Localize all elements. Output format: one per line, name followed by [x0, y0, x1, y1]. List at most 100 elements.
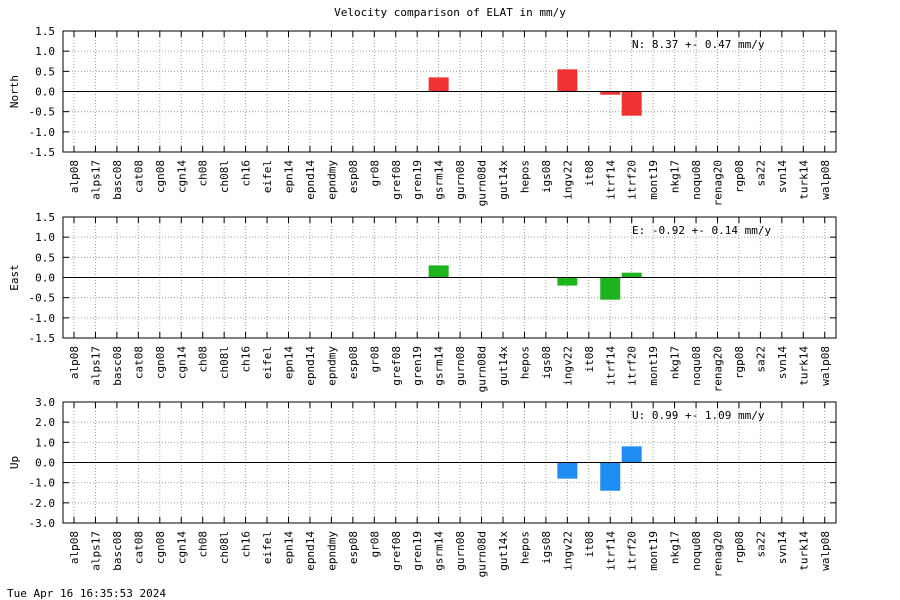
x-tick-label: epn14 — [283, 531, 296, 564]
up-plot-frame — [62, 401, 837, 524]
x-tick-label: alps17 — [89, 160, 102, 200]
x-tick-label: noqu08 — [690, 160, 703, 200]
x-tick-label: gr08 — [368, 531, 381, 558]
x-tick-label: alps17 — [89, 531, 102, 571]
x-tick-label: cgn08 — [154, 346, 167, 379]
y-tick-label: -1.5 — [29, 332, 56, 345]
y-tick-label: -1.0 — [29, 477, 56, 490]
x-tick-label: itrf20 — [626, 160, 639, 200]
north-bar-ingv22 — [557, 69, 578, 92]
x-tick-label: ingv22 — [561, 346, 574, 386]
x-tick-label: gr08 — [368, 160, 381, 187]
x-tick-label: igs08 — [540, 160, 553, 193]
x-tick-label: cgn08 — [154, 531, 167, 564]
north-bar-itrf14 — [600, 91, 621, 95]
east-bar-itrf14 — [600, 277, 621, 300]
x-tick-label: gurn08d — [476, 346, 489, 392]
x-tick-label: itrf20 — [626, 531, 639, 571]
x-tick-label: gurn08d — [476, 531, 489, 577]
x-tick-label: gren19 — [411, 531, 424, 571]
x-tick-label: epnd14 — [304, 531, 317, 571]
east-axis-label: East — [8, 264, 21, 291]
north-plot-frame — [62, 30, 837, 153]
x-tick-label: ch16 — [240, 531, 253, 558]
x-tick-label: ch08 — [197, 160, 210, 187]
y-tick-label: -1.0 — [29, 126, 56, 139]
y-tick-label: 1.0 — [35, 436, 55, 449]
x-tick-label: gref08 — [390, 160, 403, 200]
x-tick-label: itrf14 — [604, 531, 617, 571]
x-tick-label: ingv22 — [561, 531, 574, 571]
x-tick-label: epndmy — [325, 160, 338, 200]
y-tick-label: 0.0 — [35, 86, 55, 99]
east-bar-itrf20 — [621, 272, 642, 278]
x-tick-label: nkg17 — [669, 346, 682, 379]
x-tick-label: eifel — [261, 531, 274, 564]
x-tick-label: gren19 — [411, 346, 424, 386]
x-tick-label: epn14 — [283, 160, 296, 193]
chart-title: Velocity comparison of ELAT in mm/y — [334, 6, 566, 19]
x-tick-label: ch16 — [240, 346, 253, 373]
x-tick-label: nkg17 — [669, 531, 682, 564]
x-tick-label: cgn08 — [154, 160, 167, 193]
x-tick-label: gref08 — [390, 531, 403, 571]
north-bar-gsrm14 — [428, 77, 449, 92]
y-tick-label: 0.5 — [35, 251, 55, 264]
x-tick-label: rgp08 — [733, 160, 746, 193]
x-tick-label: alps17 — [89, 346, 102, 386]
x-tick-label: cat08 — [132, 160, 145, 193]
x-tick-label: igs08 — [540, 531, 553, 564]
y-tick-label: -0.5 — [29, 292, 56, 305]
y-tick-label: 1.0 — [35, 45, 55, 58]
x-tick-label: hepos — [518, 531, 531, 564]
x-tick-label: itrf20 — [626, 346, 639, 386]
up-annotation: U: 0.99 +- 1.09 mm/y — [632, 409, 765, 422]
x-tick-label: gut14x — [497, 160, 510, 200]
y-tick-label: 1.0 — [35, 231, 55, 244]
y-tick-label: 1.5 — [35, 211, 55, 224]
x-tick-label: turk14 — [797, 346, 810, 386]
x-tick-label: epn14 — [283, 346, 296, 379]
y-tick-label: -2.0 — [29, 497, 56, 510]
x-tick-label: renag20 — [712, 531, 725, 577]
east-plot-frame — [62, 216, 837, 339]
x-tick-label: ch08 — [197, 531, 210, 558]
y-tick-label: 3.0 — [35, 396, 55, 409]
x-tick-label: epndmy — [325, 346, 338, 386]
x-tick-label: rgp08 — [733, 531, 746, 564]
x-tick-label: cgn14 — [175, 160, 188, 193]
north-bar-itrf20 — [621, 91, 642, 116]
x-tick-label: svn14 — [776, 346, 789, 379]
x-tick-label: svn14 — [776, 160, 789, 193]
x-tick-label: itrf14 — [604, 160, 617, 200]
x-tick-label: it08 — [583, 531, 596, 558]
x-tick-label: ingv22 — [561, 160, 574, 200]
x-tick-label: igs08 — [540, 346, 553, 379]
x-tick-label: gut14x — [497, 531, 510, 571]
x-tick-label: turk14 — [797, 160, 810, 200]
x-tick-label: esp08 — [347, 346, 360, 379]
up-axis-label: Up — [8, 456, 21, 469]
y-tick-label: 2.0 — [35, 416, 55, 429]
up-bar-itrf14 — [600, 462, 621, 491]
x-tick-label: gut14x — [497, 346, 510, 386]
x-tick-label: svn14 — [776, 531, 789, 564]
east-bar-ingv22 — [557, 277, 578, 286]
x-tick-label: ch08 — [197, 346, 210, 373]
x-tick-label: epnd14 — [304, 160, 317, 200]
north-annotation: N: 8.37 +- 0.47 mm/y — [632, 38, 765, 51]
x-tick-label: eifel — [261, 160, 274, 193]
x-tick-label: gurn08d — [476, 160, 489, 206]
x-tick-label: gurn08 — [454, 160, 467, 200]
x-tick-label: gren19 — [411, 160, 424, 200]
timestamp: Tue Apr 16 16:35:53 2024 — [7, 587, 166, 600]
y-tick-label: 0.5 — [35, 65, 55, 78]
y-tick-label: 0.0 — [35, 457, 55, 470]
x-tick-label: turk14 — [797, 531, 810, 571]
x-tick-label: gurn08 — [454, 346, 467, 386]
x-tick-label: ch16 — [240, 160, 253, 187]
x-tick-label: gsrm14 — [433, 160, 446, 200]
x-tick-label: cat08 — [132, 531, 145, 564]
x-tick-label: cgn14 — [175, 346, 188, 379]
